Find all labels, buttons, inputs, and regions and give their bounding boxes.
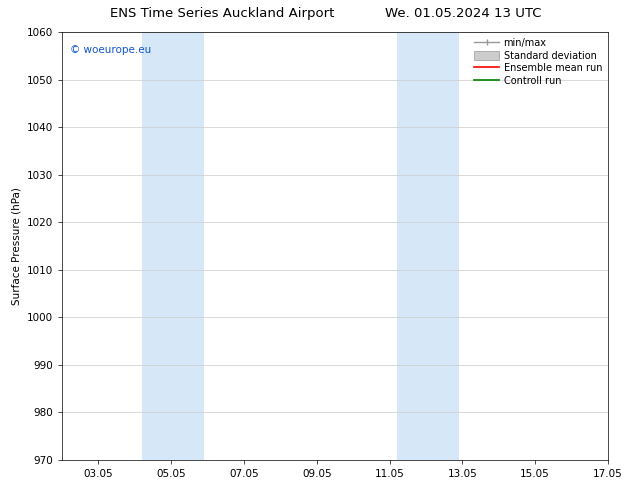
Y-axis label: Surface Pressure (hPa): Surface Pressure (hPa) — [11, 187, 22, 305]
Text: We. 01.05.2024 13 UTC: We. 01.05.2024 13 UTC — [385, 7, 541, 21]
Bar — [142, 32, 204, 460]
Text: ENS Time Series Auckland Airport: ENS Time Series Auckland Airport — [110, 7, 334, 21]
Legend: min/max, Standard deviation, Ensemble mean run, Controll run: min/max, Standard deviation, Ensemble me… — [472, 35, 605, 88]
Text: © woeurope.eu: © woeurope.eu — [70, 45, 152, 55]
Bar — [397, 32, 458, 460]
